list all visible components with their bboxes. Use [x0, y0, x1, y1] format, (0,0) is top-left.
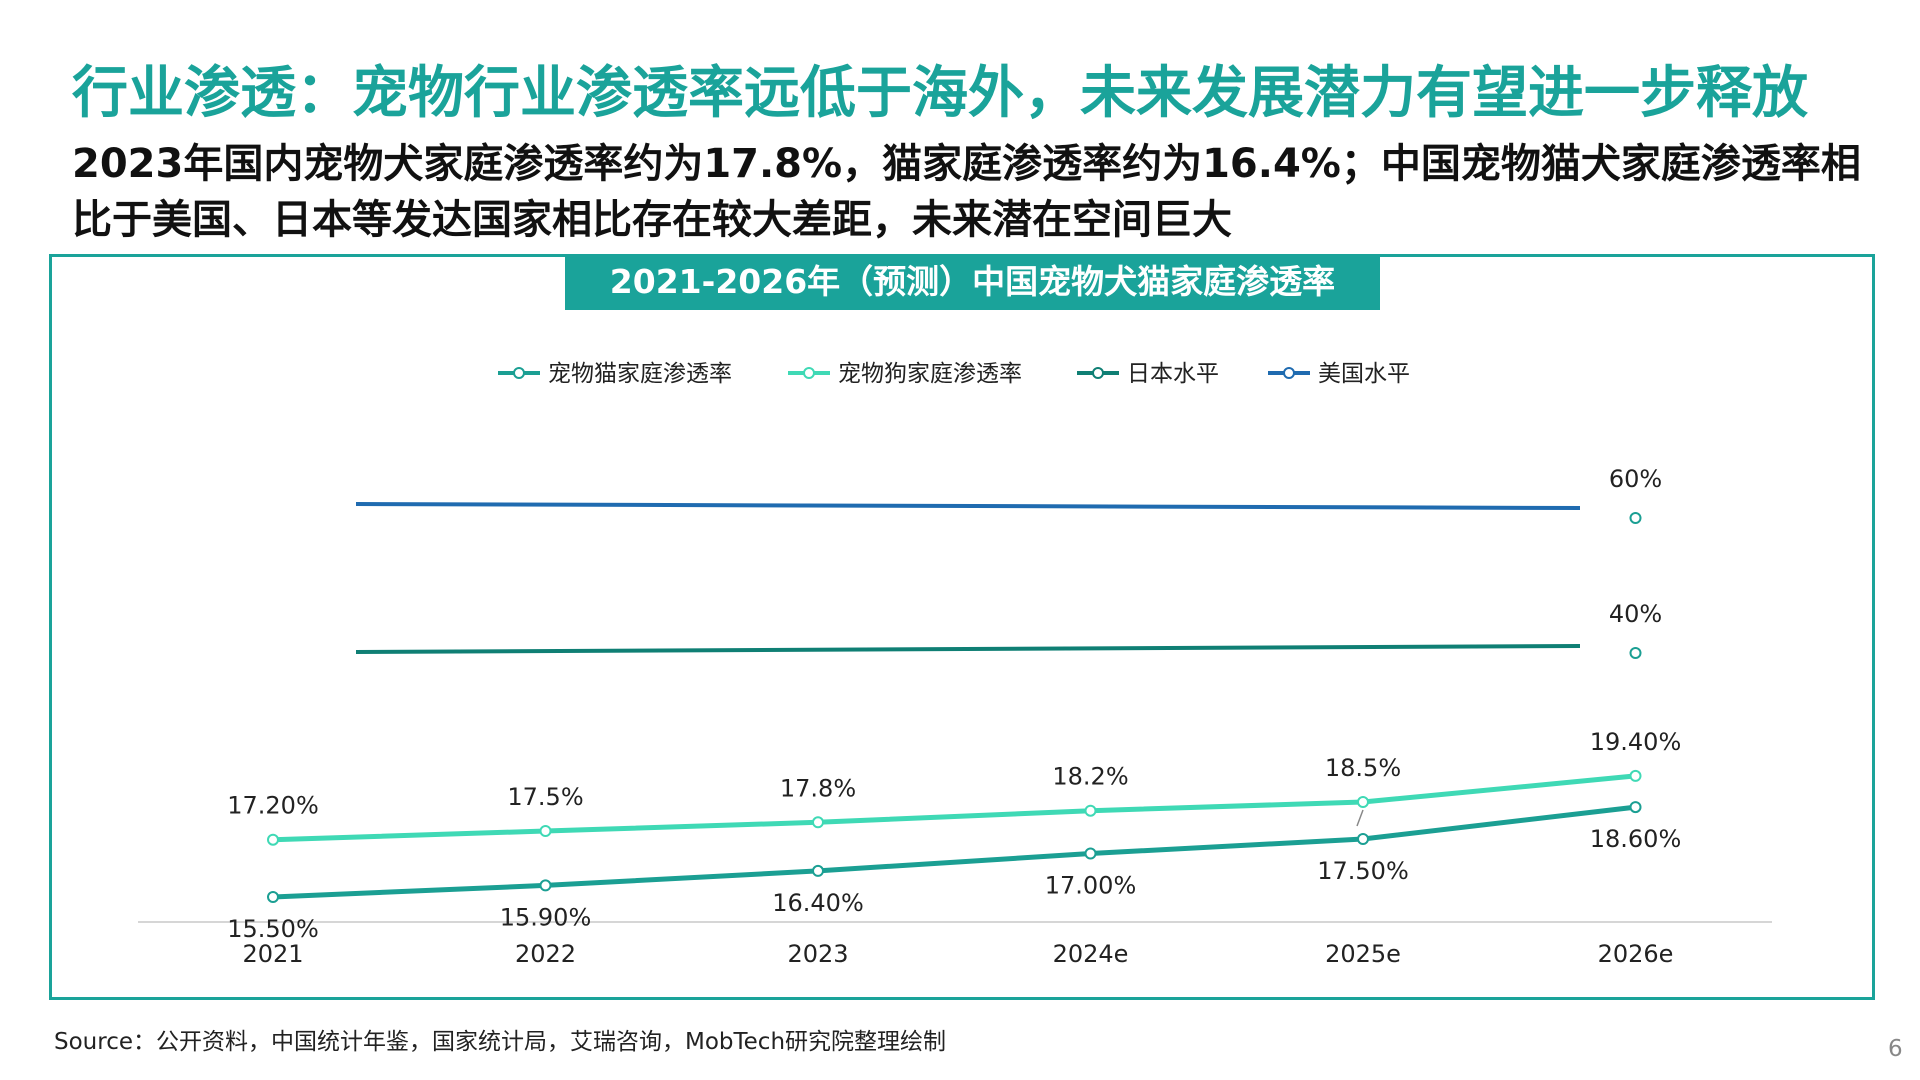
- legend-label: 宠物狗家庭渗透率: [838, 361, 1022, 387]
- data-point: [812, 816, 824, 829]
- page-subheadline: 2023年国内宠物犬家庭渗透率约为17.8%，猫家庭渗透率约为16.4%；中国宠…: [72, 141, 1861, 243]
- series-line-dog: [272, 773, 1636, 843]
- data-point: [267, 891, 279, 903]
- data-label: 17.5%: [507, 783, 583, 811]
- data-point: [1629, 801, 1642, 814]
- legend-marker: [1283, 367, 1295, 379]
- legend-marker: [1092, 367, 1104, 379]
- data-point: [812, 864, 824, 877]
- legend-item-2: 宠物狗家庭渗透率: [788, 361, 1022, 387]
- page-number: 6: [1888, 1036, 1903, 1062]
- data-point: [539, 825, 552, 837]
- series-points: [267, 512, 1642, 903]
- legend-marker: [513, 367, 525, 379]
- legend-marker: [803, 367, 815, 379]
- x-tick-label: 2021: [242, 940, 303, 968]
- data-label: 16.40%: [772, 889, 864, 917]
- data-label: 18.2%: [1052, 763, 1128, 791]
- data-point: [1357, 796, 1369, 808]
- x-tick-label: 2024e: [1053, 940, 1129, 968]
- series-lines: [272, 502, 1636, 900]
- x-tick-label: 2025e: [1325, 940, 1401, 968]
- x-tick-label: 2022: [515, 940, 576, 968]
- data-point: [1084, 847, 1097, 860]
- legend-item-4: 美国水平: [1268, 361, 1410, 387]
- data-label: 40%: [1609, 600, 1662, 628]
- x-tick-label: 2023: [787, 940, 848, 968]
- x-tick-label: 2026e: [1598, 940, 1674, 968]
- series-line-usa: [355, 502, 1581, 510]
- legend-label: 宠物猫家庭渗透率: [548, 361, 732, 387]
- data-labels: 15.50% 15.90% 16.40% 17.00% 17.50% 18.60% 17.2…: [227, 465, 1681, 943]
- data-point: [1357, 833, 1369, 845]
- data-label: 17.8%: [780, 774, 856, 802]
- label-leader-line: [1356, 809, 1364, 827]
- legend-label: 美国水平: [1318, 361, 1410, 387]
- x-axis-ticks: 2021 2022 2023 2024e 2025e 2026e: [242, 940, 1673, 968]
- legend-label: 日本水平: [1127, 361, 1219, 387]
- data-point: [267, 833, 279, 846]
- data-point: [1629, 512, 1642, 524]
- series-line-cat: [272, 804, 1636, 900]
- page-headline: 行业渗透：宠物行业渗透率远低于海外，未来发展潜力有望进一步释放: [72, 61, 1808, 126]
- data-label: 17.20%: [227, 792, 319, 820]
- chart-legend: 宠物猫家庭渗透率 宠物狗家庭渗透率 日本水平 美国水平: [498, 361, 1410, 387]
- chart-title: 2021-2026年（预测）中国宠物犬猫家庭渗透率: [565, 254, 1380, 310]
- data-point: [539, 879, 552, 892]
- data-label: 18.5%: [1325, 754, 1401, 782]
- data-label: 19.40%: [1590, 728, 1682, 756]
- data-label: 60%: [1609, 465, 1662, 493]
- legend-item-3: 日本水平: [1077, 361, 1219, 387]
- data-point: [1629, 769, 1642, 782]
- series-line-japan: [355, 644, 1581, 654]
- data-point: [1084, 804, 1097, 817]
- data-label: 15.90%: [500, 903, 592, 931]
- legend-item-1: 宠物猫家庭渗透率: [498, 361, 732, 387]
- data-point: [1629, 647, 1642, 659]
- data-label: 17.00%: [1045, 872, 1137, 900]
- data-label: 18.60%: [1590, 825, 1682, 853]
- data-label: 15.50%: [227, 915, 319, 943]
- source-note: Source：公开资料，中国统计年鉴，国家统计局，艾瑞咨询，MobTech研究院…: [54, 1029, 947, 1055]
- data-label: 17.50%: [1317, 857, 1409, 885]
